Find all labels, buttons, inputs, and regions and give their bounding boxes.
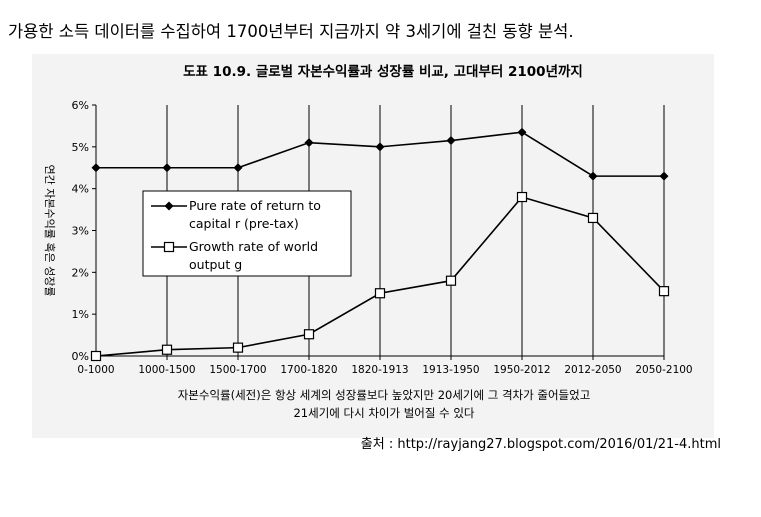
- series-1-point: [233, 163, 243, 173]
- y-tick-label: 0%: [72, 350, 89, 363]
- x-tick-label: 1700-1820: [280, 364, 337, 376]
- series-1-point: [375, 142, 385, 152]
- chart-title: 도표 10.9. 글로벌 자본수익률과 성장률 비교, 고대부터 2100년까지: [183, 63, 583, 80]
- y-tick-label: 2%: [72, 266, 89, 279]
- series-1-point: [446, 136, 456, 146]
- series-1-point: [517, 127, 527, 137]
- series-2-point: [658, 286, 670, 297]
- x-tick-label: 1500-1700: [209, 364, 266, 376]
- axes: [92, 104, 665, 360]
- x-tick-label: 1820-1913: [351, 364, 408, 376]
- series-1-point: [588, 171, 598, 181]
- series-1-point: [659, 171, 669, 181]
- series-2-point: [374, 288, 386, 299]
- y-axis-label: 연간 자본수익률 혹은 성장률: [43, 165, 57, 297]
- caption-text: 가용한 소득 데이터를 수집하여 1700년부터 지금까지 약 3세기에 걸친 …: [8, 22, 574, 41]
- y-tick-labels: 0% 1% 2% 3% 4% 5% 6%: [72, 99, 89, 363]
- series-2-point: [90, 350, 102, 362]
- y-tick-label: 6%: [72, 99, 89, 112]
- series-2-point: [161, 344, 173, 355]
- y-tick-label: 1%: [72, 308, 89, 321]
- series-2-point: [232, 342, 244, 353]
- legend-swatch-marker: [164, 201, 174, 211]
- series-2-point: [516, 191, 528, 203]
- x-tick-label: 1000-1500: [138, 364, 195, 376]
- series-2-point: [445, 275, 457, 286]
- x-tick-label: 1950-2012: [493, 364, 550, 376]
- legend-box: [142, 190, 352, 277]
- series-1-point: [91, 163, 101, 173]
- x-tick-label: 1913-1950: [422, 364, 479, 376]
- series-1-point: [304, 138, 314, 148]
- chart-panel: 도표 10.9. 글로벌 자본수익률과 성장률 비교, 고대부터 2100년까지…: [32, 54, 714, 438]
- x-tick-label: 0-1000: [77, 364, 114, 376]
- line-chart: 도표 10.9. 글로벌 자본수익률과 성장률 비교, 고대부터 2100년까지…: [43, 63, 693, 420]
- series-2-point: [303, 329, 315, 340]
- legend-label: Pure rate of return to: [189, 198, 321, 213]
- y-tick-label: 3%: [72, 225, 89, 238]
- chart-note-line-1: 자본수익률(세전)은 항상 세계의 성장률보다 높았지만 20세기에 그 격차가…: [178, 388, 591, 402]
- source-text: 출처 : http://rayjang27.blogspot.com/2016/…: [360, 437, 721, 452]
- y-tick-label: 4%: [72, 183, 89, 196]
- legend-label: Growth rate of world: [189, 239, 318, 254]
- x-tick-labels: 0-1000 1000-1500 1500-1700 1700-1820 1820-19…: [77, 364, 692, 376]
- series: [90, 127, 670, 362]
- legend-label: capital r (pre-tax): [189, 216, 299, 231]
- legend-swatch-marker: [163, 241, 175, 253]
- x-tick-label: 2050-2100: [635, 364, 692, 376]
- y-tick-label: 5%: [72, 141, 89, 154]
- chart-note-line-2: 21세기에 다시 차이가 벌어질 수 있다: [293, 406, 474, 420]
- series-1-point: [162, 163, 172, 173]
- x-tick-label: 2012-2050: [564, 364, 621, 376]
- series-2-point: [587, 212, 599, 224]
- legend-label: output g: [189, 257, 242, 272]
- legend: Pure rate of return to capital r (pre-tax…: [142, 190, 352, 277]
